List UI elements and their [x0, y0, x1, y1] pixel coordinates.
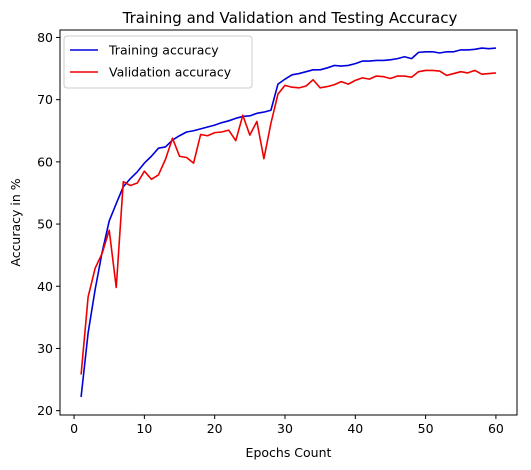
y-tick-label: 30 [37, 341, 53, 356]
y-tick-label: 50 [37, 217, 53, 232]
y-axis-label: Accuracy in % [8, 178, 23, 266]
y-tick-label: 80 [37, 30, 53, 45]
x-tick-label: 40 [347, 421, 363, 436]
series-line-2 [80, 69, 496, 375]
x-axis-ticks: 0 10 20 30 40 50 60 [70, 415, 504, 436]
x-axis-label: Epochs Count [246, 445, 332, 460]
y-tick-label: 60 [37, 154, 53, 169]
y-tick-label: 70 [37, 92, 53, 107]
series-layer [80, 47, 496, 398]
chart-title: Training and Validation and Testing Accu… [122, 9, 458, 27]
y-tick-label: 40 [37, 279, 53, 294]
x-tick-label: 10 [136, 421, 152, 436]
legend: Training accuracy Validation accuracy [63, 35, 253, 89]
legend-label-2: Validation accuracy [109, 65, 232, 80]
legend-label-1: Training accuracy [108, 43, 219, 58]
x-tick-label: 60 [488, 421, 504, 436]
y-axis-ticks: 20 30 40 50 60 70 80 [37, 30, 60, 418]
x-tick-label: 0 [70, 421, 78, 436]
legend-box [63, 35, 253, 89]
x-tick-label: 20 [207, 421, 223, 436]
x-tick-label: 30 [277, 421, 293, 436]
y-tick-label: 20 [37, 403, 53, 418]
plot-frame [59, 29, 518, 416]
series-line-1 [80, 47, 496, 398]
x-tick-label: 50 [418, 421, 434, 436]
